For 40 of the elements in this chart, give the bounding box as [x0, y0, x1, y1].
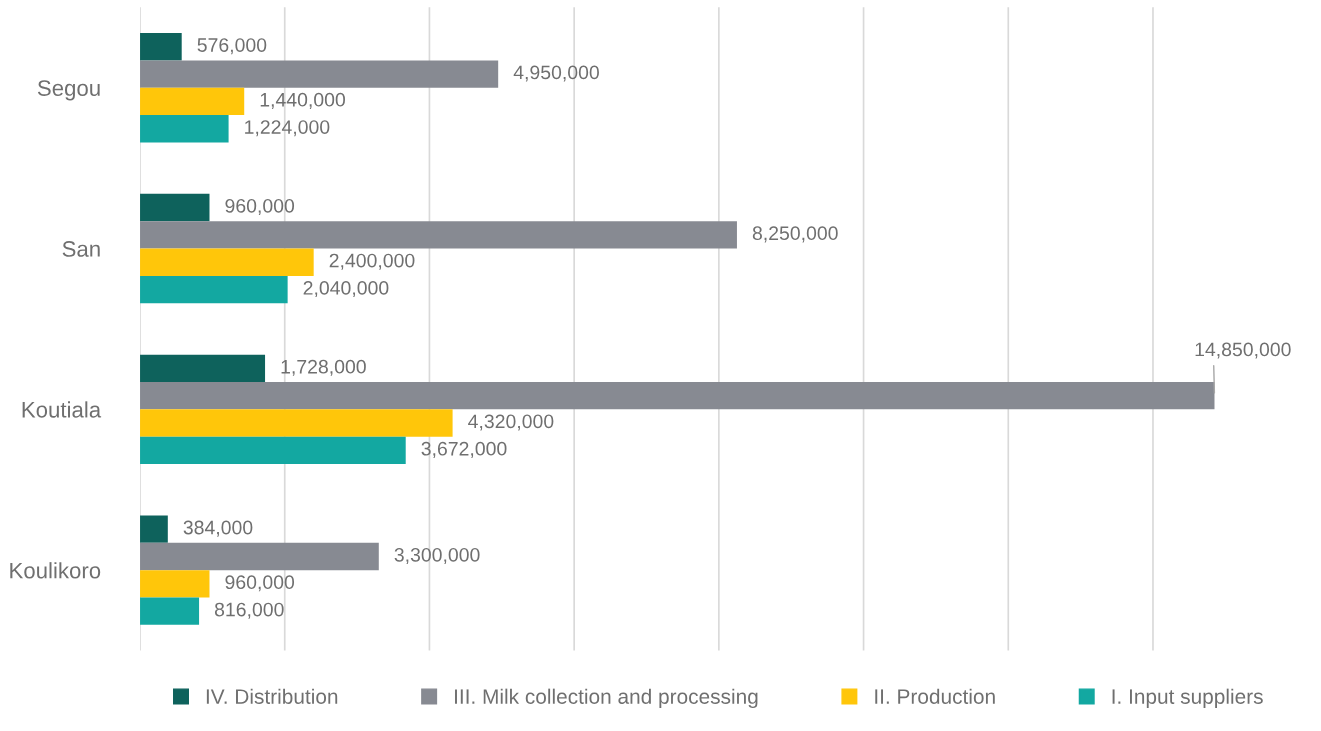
data-label: 384,000	[183, 520, 253, 537]
y-tick-label: Segou	[37, 80, 100, 101]
bar	[140, 275, 288, 304]
y-tick-label: San	[62, 241, 100, 257]
data-label: 1,224,000	[245, 120, 330, 137]
bar	[140, 33, 182, 61]
data-label: 576,000	[197, 38, 267, 55]
legend-label: III. Milk collection and processing	[455, 688, 758, 709]
data-label: 2,400,000	[329, 253, 415, 270]
bar	[140, 60, 499, 88]
data-label: 8,250,000	[752, 226, 838, 243]
bar	[140, 382, 1215, 410]
bar	[140, 115, 229, 143]
y-tick-label: Koulikoro	[10, 562, 101, 579]
bar	[140, 87, 245, 116]
bar	[140, 597, 200, 625]
data-label: 3,672,000	[421, 441, 507, 458]
bar	[140, 542, 379, 571]
data-label: 816,000	[214, 602, 284, 619]
legend-label: IV. Distribution	[206, 688, 338, 704]
bar	[140, 354, 266, 383]
data-label: 960,000	[225, 575, 295, 592]
bar	[140, 515, 168, 543]
legend-label: II. Production	[875, 688, 995, 704]
y-tick-label: Koutiala	[22, 401, 102, 418]
bar	[140, 193, 210, 222]
bar	[140, 248, 314, 276]
data-label: 1,728,000	[281, 359, 366, 376]
data-label: 960,000	[225, 198, 295, 216]
legend-label: I. Input suppliers	[1112, 688, 1263, 709]
bar	[140, 570, 210, 598]
bar	[140, 409, 453, 437]
data-label: 4,320,000	[468, 414, 554, 431]
data-label: 2,040,000	[303, 281, 389, 298]
data-label: 1,440,000	[260, 92, 345, 109]
bar	[140, 221, 737, 249]
data-label: 3,300,000	[394, 547, 480, 565]
data-label: 14,850,000	[1195, 342, 1291, 359]
bar	[140, 436, 406, 465]
data-label: 4,950,000	[513, 65, 599, 82]
